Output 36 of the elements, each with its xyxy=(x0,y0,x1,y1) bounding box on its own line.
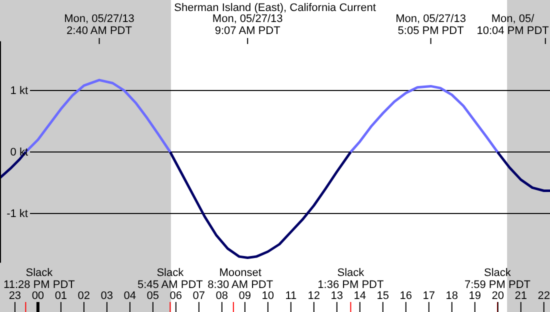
ref-line-label: Mon, 05/ 10:04 PM PDT xyxy=(476,13,550,37)
x-tick-label: 07 xyxy=(192,290,206,302)
x-tick-label: 17 xyxy=(422,290,436,302)
ref-line-label: Slack 5:45 AM PDT xyxy=(137,267,204,291)
x-tick-label: 20 xyxy=(492,290,504,302)
ref-line-label: Moonset 8:30 AM PDT xyxy=(208,267,274,291)
y-tick-label: -1 kt xyxy=(6,208,28,220)
x-tick-label: 18 xyxy=(446,290,458,302)
x-tick-label: 15 xyxy=(376,290,390,302)
x-tick-label: 22 xyxy=(538,290,550,302)
x-tick-label: 10 xyxy=(262,290,274,302)
ref-line-label: Slack 1:36 PM PDT xyxy=(318,267,384,291)
y-tick-label: 1 kt xyxy=(10,85,28,98)
x-tick-label: 13 xyxy=(330,290,344,302)
x-tick-label: 16 xyxy=(400,290,412,302)
x-tick-label: 05 xyxy=(146,290,160,302)
x-tick-label: 14 xyxy=(354,290,366,302)
x-tick-label: 19 xyxy=(468,290,482,302)
ref-line-label: Slack 7:59 PM PDT xyxy=(464,267,531,291)
ref-line-label: Mon, 05/27/13 2:40 AM PDT xyxy=(64,13,134,37)
ref-line-label: Slack 11:28 PM PDT xyxy=(4,267,76,291)
x-tick-label: 01 xyxy=(54,290,68,302)
x-tick-label: 08 xyxy=(216,290,228,302)
x-tick-label: 03 xyxy=(100,290,114,302)
x-tick-label: 06 xyxy=(170,290,182,302)
chart-title: Sherman Island (East), California Current xyxy=(174,2,376,14)
x-tick-label: 21 xyxy=(514,290,527,302)
ref-line-label: Mon, 05/27/13 5:05 PM PDT xyxy=(396,13,466,37)
x-tick-label: 23 xyxy=(8,290,22,302)
ref-line-label: Mon, 05/27/13 9:07 AM PDT xyxy=(212,13,283,37)
x-tick-label: 12 xyxy=(308,290,320,302)
x-tick-label: 11 xyxy=(285,290,297,302)
x-tick-label: 04 xyxy=(124,290,136,302)
x-tick-label: 09 xyxy=(238,290,252,302)
x-tick-label: 02 xyxy=(78,290,90,302)
x-tick-label: 00 xyxy=(32,290,44,302)
